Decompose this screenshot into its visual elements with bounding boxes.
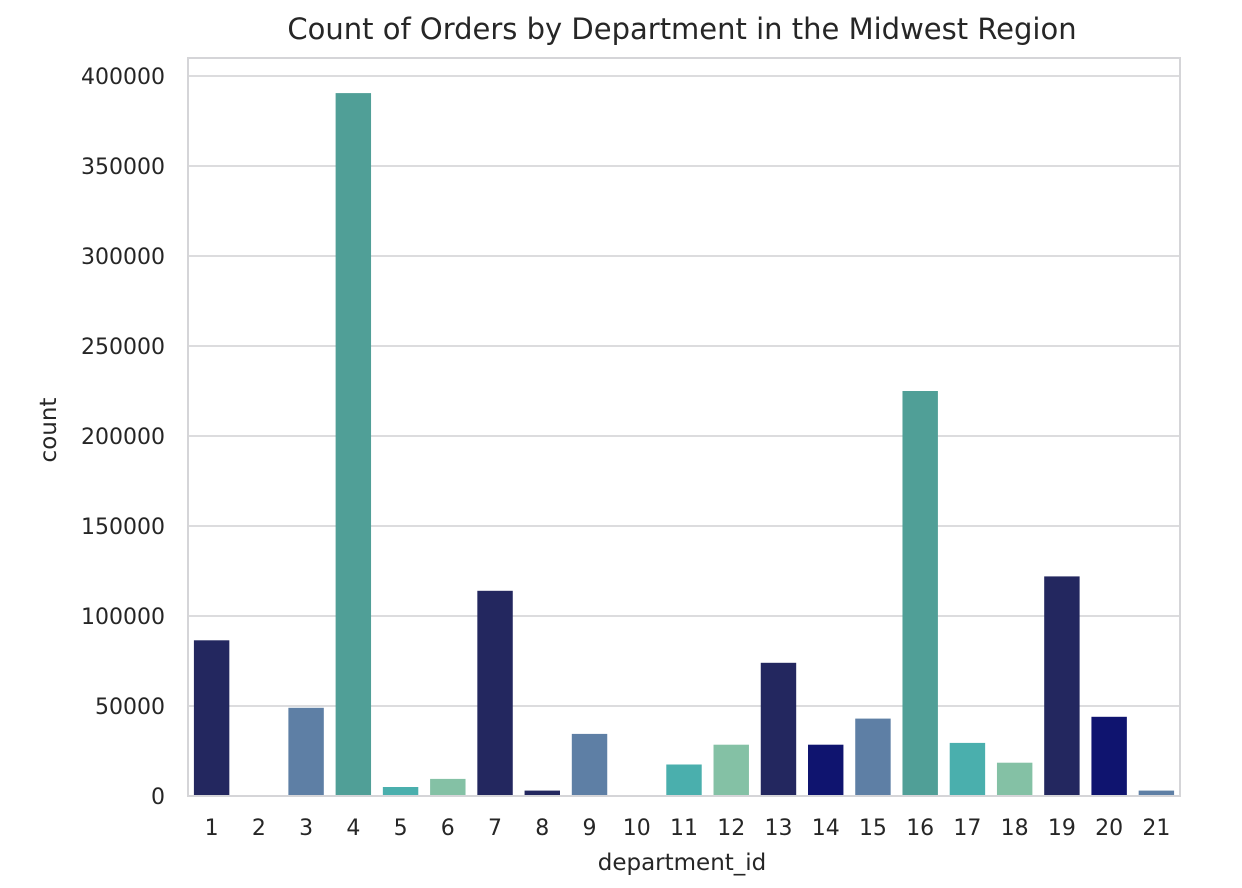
y-tick-label: 250000 (81, 335, 165, 360)
y-tick-labels: 0 50000 100000 150000 200000 250000 300000 3500… (81, 65, 165, 810)
bar-department-3 (288, 707, 324, 796)
x-tick-label: 11 (670, 816, 698, 841)
chart-title: Count of Orders by Department in the Mid… (287, 12, 1076, 46)
x-tick-label: 14 (812, 816, 840, 841)
bar-department-9 (571, 733, 608, 796)
x-tick-label: 13 (764, 816, 792, 841)
y-tick-label: 150000 (81, 515, 165, 540)
x-tick-label: 4 (346, 816, 360, 841)
x-tick-label: 2 (252, 816, 266, 841)
x-tick-label: 8 (535, 816, 549, 841)
bar-department-6 (430, 778, 466, 796)
x-tick-label: 16 (906, 816, 934, 841)
bar-department-15 (855, 718, 891, 796)
y-tick-label: 200000 (81, 425, 165, 450)
y-tick-label: 100000 (81, 605, 165, 630)
bar-department-19 (1044, 576, 1080, 796)
y-tick-label: 400000 (81, 65, 165, 90)
x-tick-label: 6 (441, 816, 455, 841)
bar-department-20 (1091, 716, 1127, 796)
bar-department-7 (477, 590, 513, 796)
bar-department-16 (902, 391, 938, 796)
plot-frame (187, 57, 1181, 797)
x-tick-label: 9 (583, 816, 597, 841)
x-tick-label: 18 (1001, 816, 1029, 841)
x-tick-label: 20 (1095, 816, 1123, 841)
y-tick-label: 0 (151, 785, 165, 810)
bar-department-17 (949, 742, 986, 796)
x-tick-label: 17 (953, 816, 981, 841)
x-tick-label: 1 (205, 816, 219, 841)
bar-department-12 (713, 744, 749, 796)
y-tick-label: 300000 (81, 245, 165, 270)
y-axis-label: count (36, 398, 62, 463)
x-tick-label: 5 (394, 816, 408, 841)
x-tick-label: 19 (1048, 816, 1076, 841)
bar-department-14 (808, 744, 844, 796)
x-tick-label: 7 (488, 816, 502, 841)
bar-department-13 (760, 662, 797, 796)
x-axis-label: department_id (598, 850, 767, 876)
bar-department-11 (666, 764, 702, 796)
bar-department-18 (996, 762, 1033, 796)
x-tick-label: 21 (1142, 816, 1170, 841)
bar-department-8 (524, 790, 560, 796)
x-tick-label: 15 (859, 816, 887, 841)
bar-department-5 (382, 787, 419, 796)
bar-department-1 (193, 640, 230, 796)
x-tick-labels: 1 2 3 4 5 6 7 8 9 10 11 12 13 14 15 16 17 18 19 20 21 (205, 816, 1171, 841)
bar-department-21 (1138, 790, 1175, 796)
y-tick-label: 350000 (81, 155, 165, 180)
bar-department-4 (335, 93, 372, 797)
y-tick-label: 50000 (95, 695, 165, 720)
bars (193, 93, 1175, 797)
x-tick-label: 3 (299, 816, 313, 841)
x-tick-label: 12 (717, 816, 745, 841)
x-tick-label: 10 (623, 816, 651, 841)
